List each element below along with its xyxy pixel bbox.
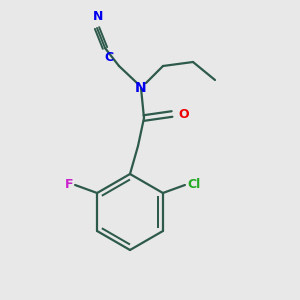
Text: F: F: [64, 178, 73, 191]
Text: N: N: [135, 81, 147, 95]
Text: C: C: [104, 51, 114, 64]
Text: N: N: [93, 10, 103, 23]
Text: Cl: Cl: [187, 178, 200, 191]
Text: O: O: [178, 107, 189, 121]
